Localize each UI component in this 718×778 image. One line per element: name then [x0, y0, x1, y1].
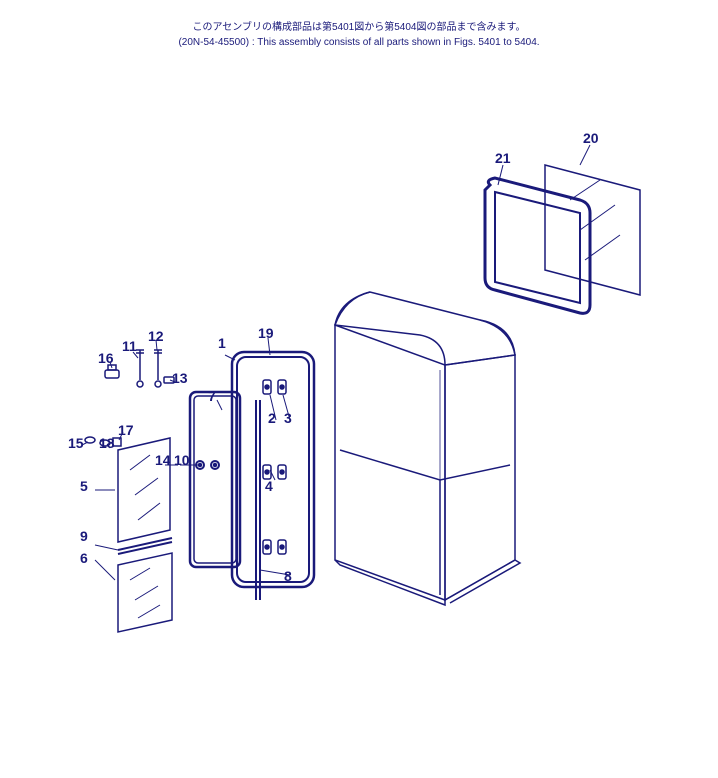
- callout-10: 10: [174, 452, 190, 468]
- callout-8: 8: [284, 568, 292, 584]
- callout-13: 13: [172, 370, 188, 386]
- front-door-frame: [232, 352, 314, 587]
- callout-4: 4: [265, 478, 273, 494]
- callout-15: 15: [68, 435, 84, 451]
- callout-2: 2: [268, 410, 276, 426]
- callout-1: 1: [218, 335, 226, 351]
- exploded-diagram: 1 2 3 4 5 6 7 8 9 10 11 12 13 14 15 16 1…: [0, 70, 718, 770]
- english-text: : This assembly consists of all parts sh…: [252, 37, 540, 48]
- callout-20: 20: [583, 130, 599, 146]
- callout-17: 17: [118, 422, 134, 438]
- callout-5: 5: [80, 478, 88, 494]
- diagram-svg: [0, 70, 718, 770]
- callout-19: 19: [258, 325, 274, 341]
- door-hardware: [263, 380, 286, 554]
- lower-side-glass: [118, 553, 172, 632]
- knobs: [196, 461, 219, 469]
- callout-16: 16: [98, 350, 114, 366]
- callout-3: 3: [284, 410, 292, 426]
- callout-14: 14: [155, 452, 171, 468]
- part-number: (20N-54-45500): [178, 37, 249, 48]
- rear-seal: [485, 178, 590, 313]
- callout-6: 6: [80, 550, 88, 566]
- assembly-note-header: このアセンブリの構成部品は第5401図から第5404図の部品まで含みます。 (2…: [0, 20, 718, 50]
- callout-18: 18: [99, 435, 115, 451]
- vertical-strip: [256, 400, 260, 600]
- bolts: [136, 350, 174, 387]
- callout-11: 11: [122, 338, 137, 354]
- rear-glass: [545, 165, 640, 295]
- cab-body: [335, 292, 520, 605]
- callout-9: 9: [80, 528, 88, 544]
- english-note: (20N-54-45500) : This assembly consists …: [0, 35, 718, 50]
- callout-21: 21: [495, 150, 511, 166]
- callout-12: 12: [148, 328, 164, 344]
- callout-7: 7: [208, 388, 216, 404]
- japanese-note: このアセンブリの構成部品は第5401図から第5404図の部品まで含みます。: [0, 20, 718, 35]
